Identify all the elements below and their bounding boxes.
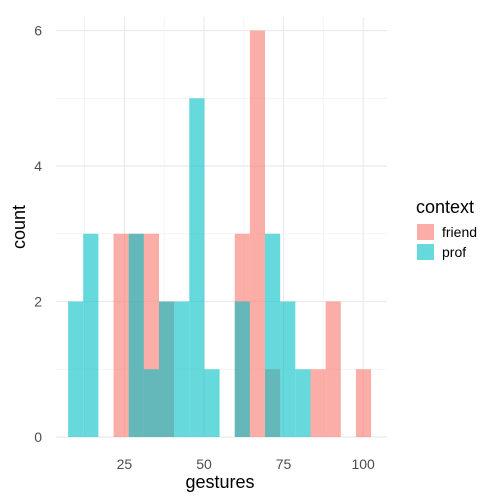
x-tick-label: 50 [196,456,212,472]
bar-friend [113,233,129,437]
legend-label-prof: prof [442,244,466,260]
bar-prof [158,301,175,437]
series-prof [68,98,311,438]
y-tick-label: 0 [34,429,42,445]
x-axis: 25 50 75 100 [117,456,375,472]
y-tick-label: 6 [34,23,42,39]
bar-prof [83,233,99,437]
legend-key-friend [417,224,434,240]
x-axis-title: gestures [185,472,254,492]
x-tick-label: 100 [351,456,375,472]
legend-item-friend: friend [417,224,477,240]
bar-friend [325,301,341,437]
bar-prof [280,301,296,437]
bar-friend [310,369,326,437]
bar-prof [204,369,220,437]
bar-prof [295,369,311,437]
bar-prof [234,301,250,437]
y-axis: 0 2 4 6 [34,23,42,445]
bar-prof [143,369,159,437]
y-tick-label: 4 [34,158,42,174]
bar-prof [265,233,281,437]
x-tick-label: 25 [117,456,133,472]
legend-item-prof: prof [417,244,466,260]
x-tick-label: 75 [276,456,292,472]
bar-prof [68,301,84,437]
bar-prof [128,233,144,437]
y-axis-title: count [9,205,29,249]
legend-key-prof [417,244,434,260]
bars [68,30,372,438]
legend-label-friend: friend [442,224,477,240]
bar-friend [249,30,266,437]
legend: context friend prof [416,197,477,260]
bar-friend [355,369,372,437]
legend-title: context [416,197,474,217]
bar-prof [189,98,205,438]
y-tick-label: 2 [34,294,42,310]
bar-prof [174,301,190,437]
